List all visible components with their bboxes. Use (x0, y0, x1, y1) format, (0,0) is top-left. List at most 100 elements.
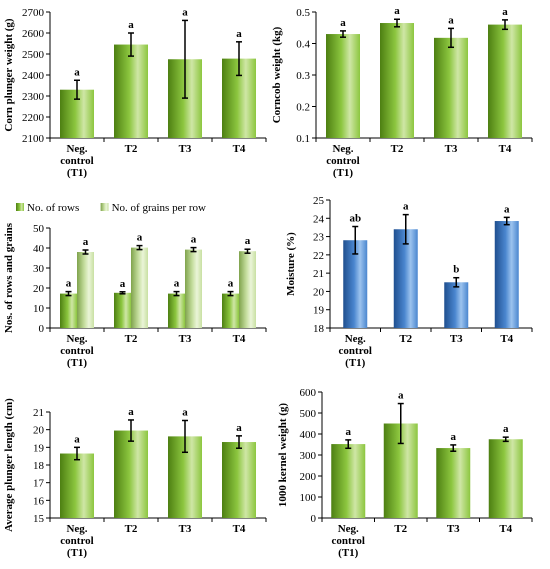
y-tick-label: 30 (33, 263, 45, 275)
legend-swatch (16, 203, 24, 211)
x-category-label: T4 (499, 523, 512, 535)
y-tick-label: 20 (33, 425, 45, 437)
y-tick-label: 600 (300, 387, 317, 399)
significance-letter: a (66, 278, 72, 290)
y-tick-label: 23 (313, 232, 325, 244)
y-axis-label: Average plunger length (cm) (3, 398, 15, 532)
y-tick-label: 24 (313, 213, 325, 225)
x-category-label: T3 (450, 333, 463, 345)
significance-letter: a (191, 234, 197, 246)
legend-label: No. of grains per row (112, 202, 206, 214)
y-tick-label: 10 (33, 303, 45, 315)
x-category-label: control (332, 535, 365, 547)
y-tick-label: 300 (300, 450, 317, 462)
y-tick-label: 400 (300, 429, 317, 441)
y-axis-label: Nos. of rows and grains (3, 222, 15, 333)
x-category-label: Neg. (345, 333, 366, 345)
significance-letter: a (340, 17, 346, 29)
significance-letter: a (245, 235, 251, 247)
panel-corn-plunger-weight: 2100 2200 2300 2400 2500 2600 2700 Corn plunger… (3, 6, 267, 179)
y-tick-label: 17 (33, 478, 45, 490)
y-tick-label: 0 (311, 513, 317, 525)
y-axis-label: Corncob weight (kg) (271, 26, 283, 123)
significance-letter: a (448, 14, 454, 26)
bar (114, 292, 131, 328)
x-category-label: T2 (125, 143, 138, 155)
significance-letter: a (502, 6, 508, 18)
x-category-label: control (60, 535, 93, 547)
y-tick-label: 19 (313, 305, 325, 317)
y-tick-label: 19 (33, 442, 45, 454)
y-tick-label: 0 (39, 323, 45, 335)
y-tick-label: 0.4 (296, 39, 310, 51)
y-tick-label: 0.1 (296, 133, 310, 145)
x-category-label: Neg. (332, 143, 353, 155)
x-category-label: T4 (499, 143, 512, 155)
y-tick-label: 25 (313, 195, 325, 207)
significance-letter: a (236, 422, 242, 434)
bar (168, 293, 185, 328)
bar (380, 23, 414, 138)
y-tick-label: 16 (33, 495, 45, 507)
significance-letter: a (394, 5, 400, 17)
x-category-label: (T1) (67, 357, 88, 369)
x-category-label: T2 (125, 333, 138, 345)
x-category-label: T4 (233, 523, 246, 535)
significance-letter: a (74, 433, 80, 445)
y-tick-label: 2100 (22, 133, 45, 145)
panel-kernel-weight: 0 100 200 300 400 500 600 1000 kernel weight (g… (277, 387, 533, 559)
significance-letter: a (451, 431, 457, 443)
legend-swatch (100, 203, 109, 211)
x-category-label: T2 (125, 523, 138, 535)
significance-letter: a (182, 406, 188, 418)
bar (114, 430, 148, 518)
significance-letter: a (120, 278, 126, 290)
legend-label: No. of rows (27, 202, 79, 214)
y-tick-label: 20 (313, 286, 325, 298)
x-category-label: (T1) (67, 167, 88, 179)
bar (331, 444, 366, 518)
bar (222, 293, 239, 328)
bar (326, 34, 360, 138)
x-category-label: T4 (500, 333, 513, 345)
significance-letter: a (128, 19, 134, 31)
x-category-label: T3 (179, 333, 192, 345)
bar (222, 442, 256, 518)
significance-letter: ab (349, 213, 361, 225)
significance-letter: a (128, 406, 134, 418)
significance-letter: a (137, 232, 143, 244)
x-category-label: T3 (179, 143, 192, 155)
y-tick-label: 200 (300, 471, 317, 483)
y-tick-label: 22 (313, 250, 324, 262)
x-category-label: control (60, 345, 93, 357)
panel-moisture: 18 19 20 21 22 23 24 25 Moisture (%) Neg.control(… (285, 195, 533, 369)
y-tick-label: 0.3 (296, 70, 310, 82)
x-category-label: Neg. (66, 143, 87, 155)
bar (488, 439, 523, 518)
y-tick-label: 0.5 (296, 7, 310, 19)
x-category-label: Neg. (66, 333, 87, 345)
y-tick-label: 15 (33, 513, 45, 525)
significance-letter: a (403, 201, 409, 213)
y-tick-label: 21 (33, 407, 44, 419)
x-category-label: T3 (447, 523, 460, 535)
x-category-label: control (339, 345, 372, 357)
bar (494, 221, 519, 328)
significance-letter: a (83, 236, 89, 248)
bar (436, 448, 471, 518)
significance-letter: a (504, 203, 510, 215)
y-tick-label: 0.2 (296, 102, 310, 114)
bar (77, 252, 94, 328)
bar (434, 37, 468, 138)
x-category-label: (T1) (67, 547, 88, 559)
significance-letter: a (174, 278, 180, 290)
x-category-label: T4 (233, 333, 246, 345)
y-tick-label: 20 (33, 283, 45, 295)
x-category-label: Neg. (338, 523, 359, 535)
significance-letter: a (503, 423, 509, 435)
bar (343, 240, 368, 328)
y-tick-label: 500 (300, 408, 317, 420)
y-tick-label: 18 (313, 323, 325, 335)
bar (239, 251, 256, 328)
y-tick-label: 2700 (22, 7, 45, 19)
